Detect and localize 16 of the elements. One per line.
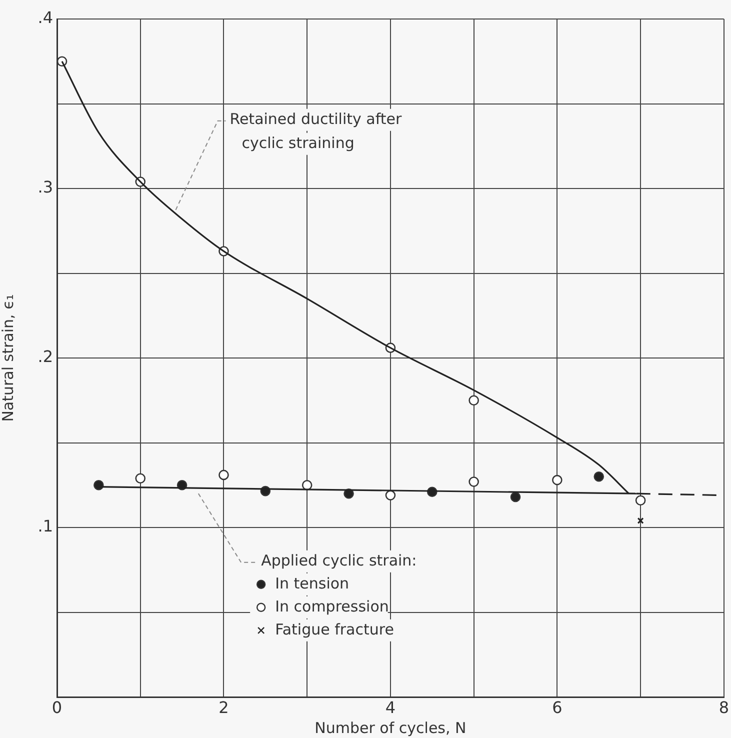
- x-tick-label: 8: [718, 698, 730, 717]
- legend-label: Fatigue fracture: [275, 620, 394, 638]
- legend-label: In tension: [275, 574, 350, 592]
- x-tick-label: 2: [218, 698, 229, 717]
- x-tick-label: 4: [385, 698, 396, 717]
- annotation: Retained ductility after cyclic straining: [230, 110, 402, 152]
- y-tick-label: .2: [38, 347, 53, 366]
- x-tick-label: 6: [552, 698, 562, 717]
- legend-title: Applied cyclic strain:: [261, 551, 417, 570]
- y-axis-title: Natural strain, ϵ₁: [0, 294, 17, 422]
- y-tick-label: .1: [38, 516, 53, 536]
- x-axis-title: Number of cycles, N: [314, 718, 466, 737]
- y-tick-label: .3: [38, 178, 53, 197]
- legend-label: In compression: [275, 597, 389, 616]
- y-tick-label: .4: [38, 8, 53, 28]
- x-tick-label: 0: [52, 698, 62, 717]
